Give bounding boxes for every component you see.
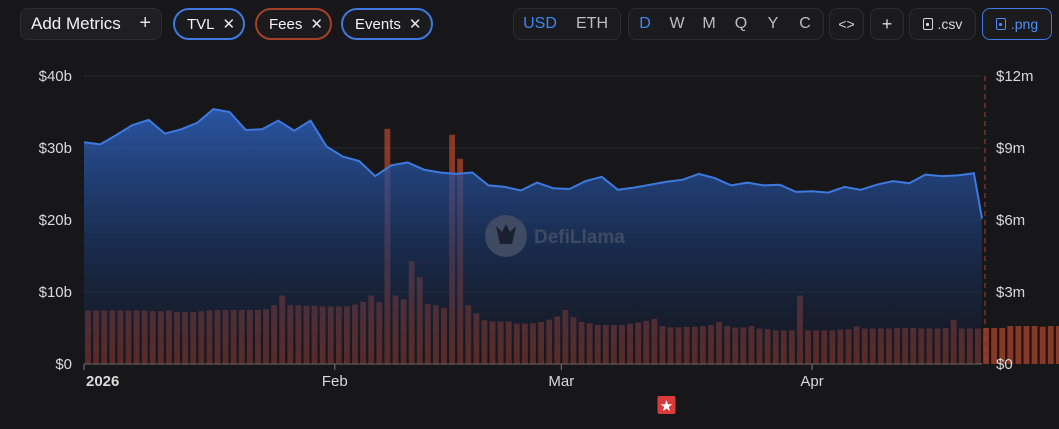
period-option-w[interactable]: W	[669, 15, 685, 32]
fees-bar	[1015, 326, 1022, 364]
fees-bar	[1055, 326, 1059, 364]
y-axis-left-tick-label: $0	[55, 356, 72, 373]
y-axis-right-tick-label: $12m	[996, 68, 1034, 85]
png-label: .png	[1010, 16, 1039, 32]
image-file-icon	[995, 18, 1006, 30]
download-png-button[interactable]: .png	[982, 8, 1052, 40]
fees-bar	[1023, 326, 1030, 364]
fees-bar	[999, 328, 1006, 364]
fees-bar	[991, 328, 998, 364]
download-csv-button[interactable]: .csv	[909, 8, 976, 40]
y-axis-left-labels: $0 $10b $20b $30b $40b	[39, 68, 72, 373]
metric-pill-events[interactable]: Events ✕	[341, 8, 433, 40]
close-icon[interactable]: ✕	[310, 16, 323, 33]
file-icon	[922, 18, 933, 30]
plus-icon: +	[881, 13, 893, 34]
x-axis-tick-label: Mar	[548, 373, 574, 390]
defillama-logo-icon	[485, 215, 527, 257]
period-option-d[interactable]: D	[639, 15, 651, 32]
watermark-text: DefiLlama	[534, 227, 625, 248]
events-markers: ★	[657, 396, 676, 415]
metric-pill-fees[interactable]: Fees ✕	[255, 8, 332, 40]
metric-pill-tvl[interactable]: TVL ✕	[173, 8, 245, 40]
fees-bar	[1007, 326, 1014, 364]
y-axis-right-labels: $0 $3m $6m $9m $12m	[996, 68, 1034, 373]
y-axis-left-tick-label: $40b	[39, 68, 72, 85]
add-chart-button[interactable]: +	[870, 8, 904, 40]
y-axis-right-tick-label: $6m	[996, 212, 1025, 229]
event-marker: ★	[657, 396, 676, 415]
tvl-area	[83, 108, 983, 364]
code-icon: <>	[838, 16, 855, 32]
x-axis-labels: 2026 Feb Mar Apr	[83, 363, 982, 390]
period-toggle: D W M Q Y C	[628, 8, 824, 40]
currency-option-eth[interactable]: ETH	[576, 15, 608, 32]
period-option-c[interactable]: C	[799, 15, 811, 32]
metric-pill-label: Events	[355, 15, 401, 33]
event-marker-box	[657, 396, 676, 414]
add-metrics-label: Add Metrics	[31, 14, 121, 33]
fees-bar	[1039, 326, 1046, 364]
plus-icon: +	[139, 12, 151, 34]
x-axis-tick-label: Feb	[322, 373, 348, 390]
y-axis-right-tick-label: $3m	[996, 284, 1025, 301]
metric-pill-label: Fees	[269, 15, 303, 33]
close-icon[interactable]: ✕	[408, 16, 422, 33]
period-option-y[interactable]: Y	[767, 15, 779, 32]
csv-label: .csv	[937, 16, 963, 32]
fees-bar	[983, 328, 989, 364]
close-icon[interactable]: ✕	[222, 16, 236, 33]
tvl-line	[83, 108, 983, 219]
fees-bar	[1031, 326, 1038, 364]
embed-button[interactable]: <>	[829, 8, 864, 40]
add-metrics-button[interactable]: Add Metrics +	[20, 8, 162, 40]
defillama-watermark: DefiLlama	[485, 215, 625, 257]
y-axis-left-tick-label: $20b	[39, 212, 72, 229]
star-icon: ★	[660, 397, 673, 415]
toolbar: Add Metrics + TVL ✕ Fees ✕ Events ✕ USD …	[0, 0, 1059, 48]
period-option-m[interactable]: M	[702, 15, 716, 32]
x-axis-tick-label: Apr	[800, 373, 823, 390]
fees-bar	[1047, 326, 1054, 364]
x-axis-tick-label: 2026	[86, 373, 119, 390]
period-option-q[interactable]: Q	[734, 15, 748, 32]
y-axis-left-tick-label: $30b	[39, 140, 72, 157]
y-axis-right-tick-label: $0	[996, 356, 1013, 373]
y-axis-left-tick-label: $10b	[39, 284, 72, 301]
y-axis-right-tick-label: $9m	[996, 140, 1025, 157]
currency-option-usd[interactable]: USD	[523, 15, 557, 32]
tvl-area-fill	[84, 109, 982, 364]
metric-pill-label: TVL	[187, 15, 215, 33]
currency-toggle: USD ETH	[513, 8, 621, 40]
